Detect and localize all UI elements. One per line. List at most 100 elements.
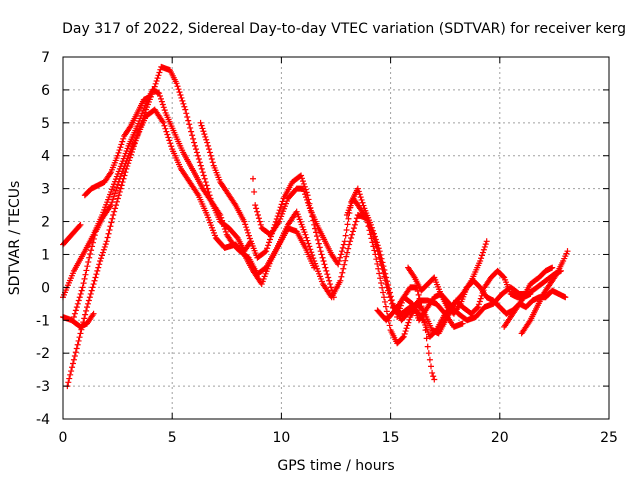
data-point [111,208,118,215]
data-point [481,243,488,250]
data-point [402,328,409,335]
data-point [116,147,123,154]
data-point [562,294,569,301]
data-point [206,146,213,153]
data-point [420,310,427,317]
data-point [316,244,323,251]
data-point [265,242,272,249]
data-point [549,264,556,271]
data-point [99,252,105,259]
data-point [89,239,96,246]
y-tick-label: 6 [41,83,50,99]
data-point [307,246,314,253]
data-point [187,124,194,131]
data-point [425,350,432,357]
data-point [475,301,482,308]
data-point [65,379,72,386]
data-point [351,221,358,228]
data-point [422,327,429,334]
data-point [255,215,262,222]
data-point [82,311,89,318]
data-point [200,128,207,135]
data-point [385,287,392,294]
data-point [85,258,92,265]
data-point [185,117,192,124]
data-point [69,364,76,371]
data-point [377,275,384,282]
data-point [372,241,379,248]
data-point [200,172,207,179]
data-point [90,235,97,242]
data-point [91,232,98,239]
data-point [474,304,481,311]
data-point [350,225,357,232]
data-point [298,175,305,182]
data-point [479,249,486,256]
series-arc-6 [81,93,154,199]
data-point [423,335,430,342]
x-tick-label: 15 [382,430,400,446]
data-point [101,243,108,250]
data-point [117,185,124,192]
data-point [257,221,264,228]
data-point [84,304,91,311]
data-point [77,290,84,297]
data-point [201,131,208,138]
data-point [339,244,346,251]
data-point [120,135,127,142]
data-point [86,294,93,301]
data-point [337,251,344,258]
data-point [342,232,349,239]
data-point [69,360,76,367]
data-point [256,218,263,225]
data-point [90,310,97,317]
series-arc-1 [60,221,84,248]
data-point [77,330,84,337]
data-point [370,231,377,238]
data-point [341,238,348,245]
data-point [327,281,334,288]
data-point [328,287,335,294]
data-point [348,235,355,241]
data-point [564,248,571,255]
y-tick-label: 7 [41,50,50,66]
data-point [378,262,385,269]
data-point [113,184,120,191]
data-point [341,261,348,268]
data-point [88,247,95,254]
series-arc-11 [394,284,438,383]
data-point [197,119,204,126]
data-point [76,294,83,301]
data-point [382,277,389,284]
data-point [79,284,86,291]
data-point [160,104,167,111]
data-point [97,258,104,265]
data-point [313,233,320,240]
data-point [478,255,485,262]
data-point [328,284,335,291]
data-point [118,141,125,148]
data-point [91,277,98,284]
series-arc-13 [501,264,556,330]
data-point [159,101,166,108]
data-point [276,207,283,214]
data-point [105,230,112,237]
data-point [152,80,159,87]
data-point [396,305,403,312]
data-point [355,188,362,195]
data-point [201,175,208,182]
y-tick-label: -3 [36,379,50,395]
data-point [191,139,198,146]
data-point [398,299,405,306]
data-point [109,215,116,222]
data-point [206,192,213,199]
data-point [302,231,309,238]
data-point [262,248,269,255]
data-point [340,241,347,248]
data-point [401,330,408,337]
data-point [500,273,507,280]
data-point [184,113,191,120]
data-point [304,199,311,206]
data-point [114,152,121,159]
data-point [70,356,77,363]
